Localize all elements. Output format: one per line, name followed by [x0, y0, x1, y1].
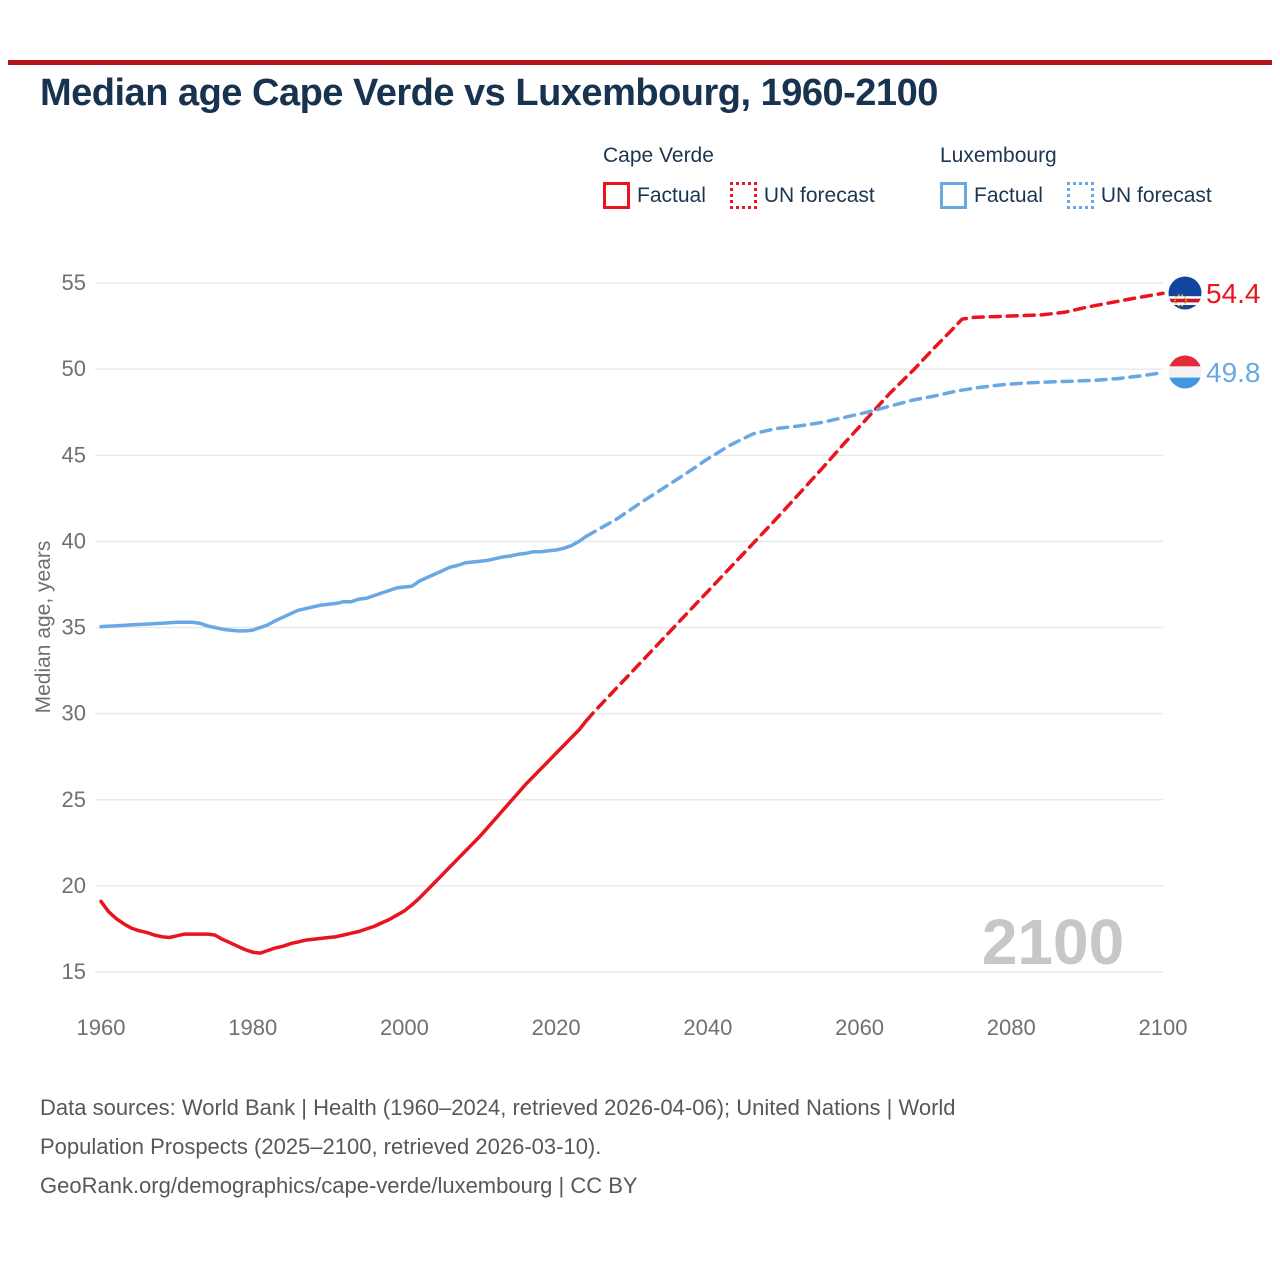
x-tick-label: 1960 [77, 1015, 126, 1040]
series-line-luxembourg-factual [99, 534, 589, 633]
x-tick-label: 1980 [228, 1015, 277, 1040]
star-icon [1177, 304, 1180, 307]
star-icon [1185, 299, 1187, 302]
footer: Data sources: World Bank | Health (1960–… [40, 1088, 1190, 1205]
page-title: Median age Cape Verde vs Luxembourg, 196… [40, 72, 938, 114]
legend-item-luxembourg-forecast[interactable]: UN forecast [1066, 182, 1212, 209]
x-tick-label: 2100 [1139, 1015, 1188, 1040]
y-tick-label: 45 [62, 442, 86, 467]
x-tick-label: 2020 [532, 1015, 581, 1040]
legend-row: Factual UN forecast [940, 182, 1226, 209]
legend-item-cape-verde-factual[interactable]: Factual [603, 182, 706, 209]
luxembourg-flag-icon [1168, 355, 1202, 389]
legend-country-label: Cape Verde [603, 144, 714, 167]
y-tick-label: 40 [62, 528, 86, 553]
footer-link[interactable]: GeoRank.org/demographics/cape-verde/luxe… [40, 1173, 638, 1198]
dotted-line-swatch-icon [1066, 182, 1094, 209]
cape-verde-flag-icon [1168, 276, 1202, 310]
luxembourg-end-value: 49.8 [1206, 357, 1261, 388]
solid-line-swatch-icon [603, 182, 630, 209]
star-icon [1174, 299, 1176, 302]
series-line-luxembourg-forecast [584, 370, 1165, 538]
dotted-line-swatch-icon [729, 182, 757, 209]
y-tick-label: 20 [62, 873, 86, 898]
star-icon [1175, 302, 1177, 305]
cape-verde-end-value: 54.4 [1206, 278, 1261, 309]
chart-generated-content: 15 20 25 30 35 40 45 50 55 1960 1980 2000 2020 2040 20… [32, 270, 1187, 1040]
star-icon [1177, 294, 1180, 297]
y-tick-label: 50 [62, 356, 86, 381]
footer-data-sources-line1: Data sources: World Bank | Health (1960–… [40, 1095, 956, 1120]
star-icon [1181, 294, 1184, 297]
y-tick-label: 55 [62, 270, 86, 295]
legend-group-luxembourg: Luxembourg Factual UN forecast [940, 144, 1226, 209]
y-tick-label: 15 [62, 959, 86, 984]
series-line-cape-verde-forecast [584, 291, 1165, 723]
x-tick-label: 2080 [987, 1015, 1036, 1040]
x-tick-label: 2060 [835, 1015, 884, 1040]
star-icon [1181, 304, 1184, 307]
x-tick-label: 2000 [380, 1015, 429, 1040]
series-line-cape-verde-factual [99, 718, 589, 955]
y-tick-label: 30 [62, 701, 86, 726]
star-icon [1184, 296, 1186, 299]
legend-item-luxembourg-factual[interactable]: Factual [940, 182, 1043, 209]
watermark-2100: 2100 [982, 906, 1124, 978]
y-tick-label: 25 [62, 787, 86, 812]
legend-group-cape-verde: Cape Verde Factual UN forecast [603, 144, 889, 209]
x-tick-label: 2040 [683, 1015, 732, 1040]
legend-row: Factual UN forecast [603, 182, 889, 209]
chart-canvas: 15 20 25 30 35 40 45 50 55 1960 1980 2000 2020 2040 20… [32, 270, 1261, 1040]
y-tick-label: 35 [62, 615, 86, 640]
star-icon [1184, 302, 1186, 305]
legend-item-label: Factual [637, 183, 706, 207]
legend-item-label: UN forecast [763, 183, 875, 207]
brand-accent-rule [8, 60, 1272, 65]
legend-item-label: Factual [974, 183, 1043, 207]
legend-item-cape-verde-forecast[interactable]: UN forecast [729, 182, 875, 209]
y-axis-title: Median age, years [32, 541, 55, 714]
solid-line-swatch-icon [940, 182, 967, 209]
legend-item-label: UN forecast [1100, 183, 1212, 207]
legend-country-label: Luxembourg [940, 144, 1057, 167]
footer-data-sources-line2: Population Prospects (2025–2100, retriev… [40, 1134, 602, 1159]
star-icon [1175, 296, 1177, 299]
